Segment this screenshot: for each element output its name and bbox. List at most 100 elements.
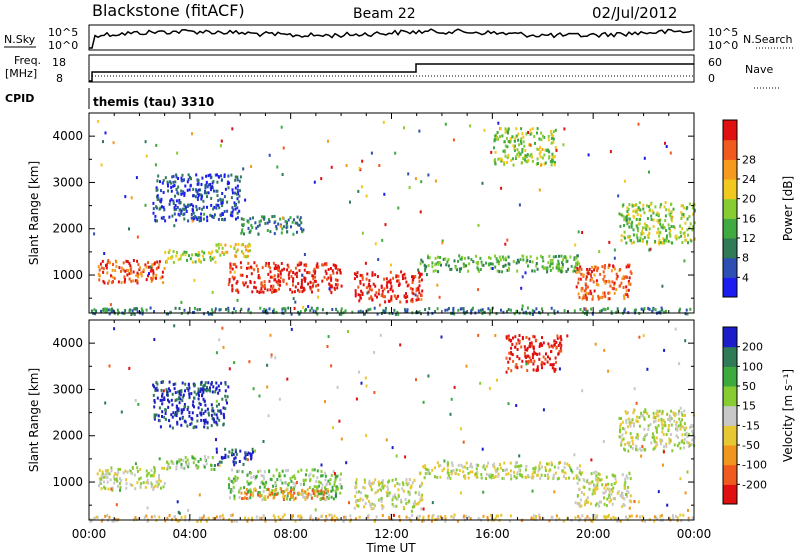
data-cell bbox=[345, 515, 347, 519]
data-cell bbox=[309, 280, 312, 284]
data-cell bbox=[237, 243, 240, 246]
data-cell bbox=[669, 419, 672, 423]
data-cell bbox=[303, 490, 306, 494]
data-cell bbox=[190, 213, 193, 216]
data-cell bbox=[691, 516, 694, 520]
data-cell bbox=[574, 501, 577, 505]
data-cell bbox=[574, 243, 577, 247]
data-cell bbox=[451, 461, 454, 465]
data-cell bbox=[186, 188, 189, 192]
data-cell bbox=[668, 232, 671, 235]
data-cell bbox=[577, 230, 580, 234]
data-cell bbox=[303, 496, 306, 499]
data-cell bbox=[260, 287, 263, 291]
data-cell bbox=[274, 263, 277, 267]
data-cell bbox=[108, 261, 111, 265]
data-cell bbox=[616, 310, 619, 314]
data-cell bbox=[257, 267, 259, 271]
data-cell bbox=[665, 145, 668, 148]
data-cell bbox=[393, 493, 396, 497]
data-cell bbox=[550, 141, 553, 145]
data-cell bbox=[567, 267, 570, 271]
data-cell bbox=[431, 261, 434, 265]
data-cell bbox=[327, 479, 330, 483]
data-cell bbox=[93, 232, 96, 236]
data-cell bbox=[156, 382, 159, 386]
data-cell bbox=[537, 469, 540, 473]
data-cell bbox=[672, 207, 675, 211]
data-cell bbox=[568, 464, 571, 467]
data-cell bbox=[255, 474, 258, 478]
data-cell bbox=[162, 485, 165, 489]
data-cell bbox=[684, 339, 687, 343]
data-cell bbox=[673, 443, 676, 447]
data-cell bbox=[624, 216, 627, 220]
data-cell bbox=[641, 229, 644, 233]
data-cell bbox=[682, 513, 685, 517]
data-cell bbox=[658, 409, 661, 413]
data-cell bbox=[655, 441, 658, 444]
data-cell bbox=[132, 312, 135, 316]
data-cell bbox=[153, 338, 156, 341]
data-cell bbox=[446, 462, 449, 466]
data-cell bbox=[667, 427, 670, 431]
data-cell bbox=[224, 453, 227, 457]
data-cell bbox=[643, 156, 646, 160]
data-cell bbox=[412, 278, 415, 282]
data-cell bbox=[599, 272, 602, 276]
data-cell bbox=[536, 365, 539, 369]
data-cell bbox=[538, 513, 541, 517]
data-cell bbox=[283, 494, 286, 498]
data-cell bbox=[122, 471, 125, 475]
data-cell bbox=[573, 269, 576, 273]
data-cell bbox=[328, 482, 331, 486]
data-cell bbox=[221, 251, 224, 254]
data-cell bbox=[259, 485, 261, 489]
data-cell bbox=[659, 515, 662, 518]
data-cell bbox=[147, 274, 149, 278]
data-cell bbox=[459, 427, 462, 431]
data-cell bbox=[211, 406, 214, 410]
data-cell bbox=[584, 500, 587, 503]
data-cell bbox=[286, 268, 289, 272]
data-cell bbox=[470, 309, 473, 313]
data-cell bbox=[692, 424, 695, 428]
data-cell bbox=[221, 201, 224, 205]
data-cell bbox=[103, 281, 106, 285]
data-cell bbox=[169, 424, 172, 428]
data-cell bbox=[123, 275, 126, 279]
data-cell bbox=[544, 148, 547, 152]
data-cell bbox=[434, 269, 437, 273]
data-cell bbox=[633, 309, 636, 312]
data-cell bbox=[652, 415, 655, 419]
data-cell bbox=[407, 490, 410, 494]
data-cell bbox=[495, 257, 498, 261]
noise-panel-frame bbox=[88, 24, 695, 51]
data-cell bbox=[496, 467, 499, 471]
data-cell bbox=[621, 438, 624, 442]
data-cell bbox=[488, 475, 491, 479]
data-cell bbox=[336, 310, 339, 314]
data-cell bbox=[526, 306, 529, 310]
data-cell bbox=[214, 307, 217, 311]
data-cell bbox=[320, 470, 323, 473]
data-cell bbox=[446, 468, 449, 472]
data-cell bbox=[182, 466, 185, 470]
data-cell bbox=[195, 208, 198, 212]
data-cell bbox=[640, 307, 643, 311]
data-cell bbox=[416, 294, 419, 298]
data-cell bbox=[191, 411, 194, 415]
data-cell bbox=[266, 221, 269, 225]
data-cell bbox=[174, 382, 177, 386]
data-cell bbox=[195, 392, 198, 396]
data-cell bbox=[535, 338, 538, 342]
data-cell bbox=[260, 474, 263, 477]
data-cell bbox=[549, 264, 552, 268]
data-cell bbox=[207, 516, 210, 520]
data-cell bbox=[481, 181, 484, 185]
data-cell bbox=[203, 425, 206, 429]
data-cell bbox=[613, 248, 616, 252]
data-cell bbox=[390, 263, 392, 267]
data-cell bbox=[623, 503, 626, 507]
data-cell bbox=[466, 466, 469, 470]
